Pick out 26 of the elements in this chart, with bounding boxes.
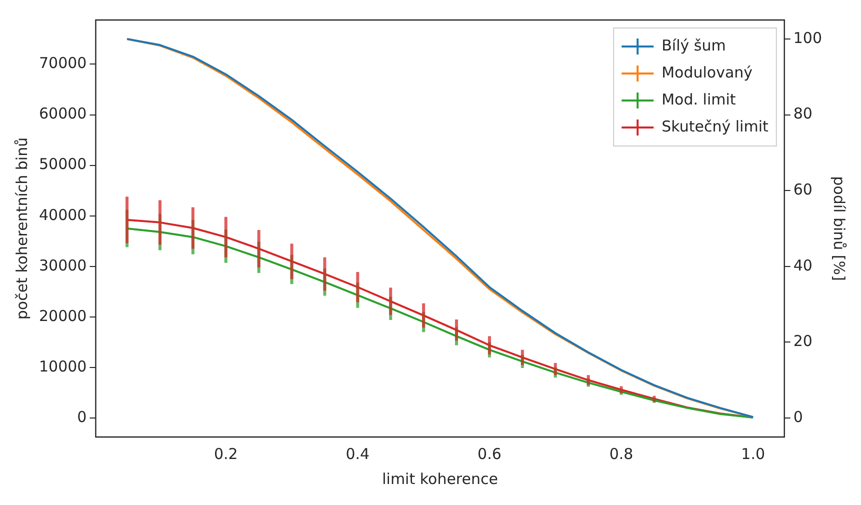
y-tick-label: 30000 (39, 256, 87, 274)
y2-axis-title: podíl binů [%] (830, 176, 848, 281)
y2-tick-label: 60 (793, 180, 812, 198)
y-tick-label: 40000 (39, 206, 87, 224)
legend-label: Skutečný limit (662, 117, 768, 136)
y2-tick-label: 100 (793, 28, 822, 47)
y-tick-label: 0 (77, 408, 87, 426)
y2-tick-label: 40 (793, 256, 812, 274)
y-tick-label: 10000 (39, 357, 87, 376)
x-tick-label: 0.6 (478, 444, 502, 463)
x-tick-label: 0.8 (609, 444, 634, 463)
x-tick-label: 0.4 (346, 444, 370, 463)
x-tick-label: 0.2 (214, 444, 238, 463)
x-axis-title: limit koherence (382, 470, 498, 488)
y2-tick-label: 20 (793, 332, 812, 350)
y-axis-title: počet koherentních binů (12, 137, 31, 320)
y-tick-label: 50000 (39, 155, 87, 174)
legend-label: Bílý šum (662, 36, 726, 54)
y-tick-label: 70000 (39, 54, 87, 72)
x-tick-label: 1.0 (741, 444, 765, 463)
y2-tick-label: 80 (793, 104, 812, 123)
y2-tick-label: 0 (793, 408, 803, 426)
legend-label: Mod. limit (662, 90, 736, 108)
y-tick-label: 20000 (39, 306, 87, 325)
legend-label: Modulovaný (662, 63, 753, 82)
y-tick-label: 60000 (39, 104, 87, 123)
